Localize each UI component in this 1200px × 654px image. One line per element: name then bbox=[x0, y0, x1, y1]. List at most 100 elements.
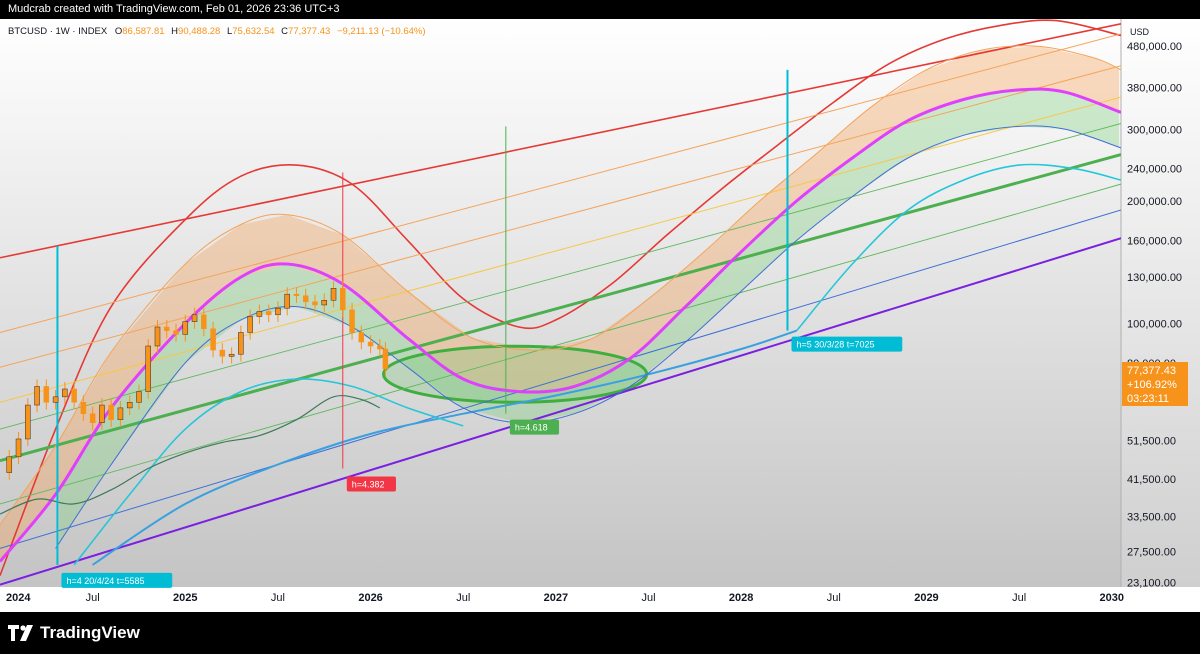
candle-body bbox=[238, 332, 244, 355]
price-axis-currency: USD bbox=[1130, 27, 1150, 37]
price-axis-ticks: 480,000.00 380,000.00 300,000.00 240,000.00… bbox=[1127, 41, 1182, 589]
candle-body bbox=[25, 404, 31, 440]
brand-name: TradingView bbox=[40, 623, 140, 642]
legend-open-label: O bbox=[115, 26, 122, 37]
candle-body bbox=[210, 328, 216, 351]
legend-change: −9,211.13 (−10.64%) bbox=[337, 26, 426, 37]
series-magenta-wave bbox=[0, 87, 1121, 563]
candle-body bbox=[321, 300, 328, 306]
tradingview-brand[interactable]: TradingView bbox=[8, 622, 140, 644]
creator-header: Mudcrab created with TradingView.com, Fe… bbox=[0, 0, 1200, 19]
series-blue-line bbox=[0, 209, 1121, 549]
candle-body bbox=[247, 316, 253, 333]
legend-high-label: H bbox=[171, 26, 178, 37]
price-tick-label: 200,000.00 bbox=[1127, 196, 1182, 208]
candle-body bbox=[256, 311, 263, 317]
series-green-line-2 bbox=[0, 183, 1121, 505]
candle-body bbox=[154, 326, 161, 347]
price-tick-label: 240,000.00 bbox=[1127, 164, 1182, 176]
price-chart[interactable]: h=4 20/4/24 t=5585 h=4.382 h=4.618 h=5 30/3… bbox=[0, 19, 1200, 612]
annotation-box-2 bbox=[346, 476, 396, 492]
plot-area bbox=[0, 19, 1121, 586]
price-tick-label: 300,000.00 bbox=[1127, 124, 1182, 136]
candle-body bbox=[71, 388, 77, 403]
candles-layer bbox=[6, 281, 389, 480]
candle-body bbox=[108, 404, 114, 420]
series-blue-wave bbox=[55, 125, 1121, 549]
price-axis-background bbox=[1121, 19, 1200, 587]
time-tick-label: 2026 bbox=[358, 592, 382, 604]
annotation-box-3 bbox=[509, 419, 560, 435]
price-tick-label: 130,000.00 bbox=[1127, 272, 1182, 284]
annotation-box-4 bbox=[791, 336, 903, 352]
candle-body bbox=[62, 388, 68, 398]
tradingview-logo-icon bbox=[8, 625, 33, 641]
annotation-label-3: h=4.618 bbox=[515, 423, 548, 433]
price-tick-label: 23,100.00 bbox=[1127, 577, 1176, 589]
candle-body bbox=[80, 402, 87, 414]
candle-body bbox=[265, 311, 272, 316]
time-tick-label: 2024 bbox=[6, 592, 31, 604]
price-tick-label: 100,000.00 bbox=[1127, 318, 1182, 330]
candle-body bbox=[15, 438, 22, 458]
current-price-tag[interactable]: 77,377.43 +106.92% 03:23:11 bbox=[1122, 362, 1188, 406]
series-purple-line bbox=[0, 237, 1121, 586]
candle-body bbox=[52, 396, 59, 403]
time-axis-background bbox=[0, 587, 1200, 612]
candle-body bbox=[382, 348, 389, 369]
candle-body bbox=[145, 345, 151, 392]
annotation-label-1: h=4 20/4/24 t=5585 bbox=[66, 576, 144, 586]
series-green-line-1 bbox=[0, 123, 1121, 430]
series-orange-line-2 bbox=[0, 65, 1121, 368]
time-tick-label: 2025 bbox=[173, 592, 197, 604]
time-tick-label: Jul bbox=[1012, 592, 1026, 604]
series-cyan-wave-1 bbox=[73, 378, 464, 566]
legend-high: 90,488.28 bbox=[178, 26, 220, 37]
candle-body bbox=[191, 314, 198, 322]
candle-body bbox=[173, 330, 179, 335]
legend-close: 77,377.43 bbox=[288, 26, 330, 37]
series-red-wave bbox=[0, 19, 1121, 576]
candle-body bbox=[164, 326, 170, 331]
candle-body bbox=[349, 309, 355, 333]
annotations-layer: h=4 20/4/24 t=5585 h=4.382 h=4.618 h=5 30/3… bbox=[61, 336, 903, 588]
candle-body bbox=[99, 404, 105, 423]
candle-body bbox=[275, 307, 281, 316]
price-tick-label: 480,000.00 bbox=[1127, 41, 1182, 53]
candle-body bbox=[367, 341, 374, 347]
time-tick-label: Jul bbox=[86, 592, 100, 604]
price-tag-change: +106.92% bbox=[1127, 379, 1177, 391]
price-tick-label: 41,500.00 bbox=[1127, 474, 1176, 486]
price-tag-countdown: 03:23:11 bbox=[1127, 393, 1169, 405]
time-tick-label: 2028 bbox=[729, 592, 753, 604]
legend-low: 75,632.54 bbox=[232, 26, 274, 37]
candle-body bbox=[340, 288, 346, 311]
time-axis-ticks: 2024 Jul 2025 Jul 2026 Jul 2027 Jul 2028 Jul 2029 J… bbox=[6, 592, 1124, 604]
price-tag-box bbox=[1122, 362, 1188, 406]
legend-symbol: BTCUSD · 1W · INDEX bbox=[8, 26, 108, 37]
candle-body bbox=[228, 353, 235, 357]
annotation-box-1 bbox=[61, 572, 173, 588]
time-tick-label: 2027 bbox=[544, 592, 568, 604]
time-tick-label: Jul bbox=[642, 592, 656, 604]
candle-body bbox=[358, 332, 365, 343]
legend-open: 86,587.81 bbox=[122, 26, 164, 37]
series-orange-line-3 bbox=[0, 96, 1121, 403]
price-tick-label: 380,000.00 bbox=[1127, 83, 1182, 95]
candle-body bbox=[293, 293, 300, 296]
candle-body bbox=[126, 402, 133, 409]
price-tick-label: 33,500.00 bbox=[1127, 512, 1176, 524]
series-orange-band-top bbox=[0, 45, 1121, 526]
series-green-main bbox=[0, 153, 1121, 463]
candle-body bbox=[284, 293, 290, 309]
time-tick-label: Jul bbox=[271, 592, 285, 604]
annotation-label-4: h=5 30/3/28 t=7025 bbox=[796, 340, 874, 350]
legend-close-label: C bbox=[281, 26, 288, 37]
legend-low-label: L bbox=[227, 26, 232, 37]
time-tick-label: Jul bbox=[456, 592, 470, 604]
candle-body bbox=[312, 301, 318, 306]
series-orange-line-1 bbox=[0, 33, 1121, 333]
candle-body bbox=[182, 321, 189, 335]
annotation-label-2: h=4.382 bbox=[352, 479, 385, 489]
